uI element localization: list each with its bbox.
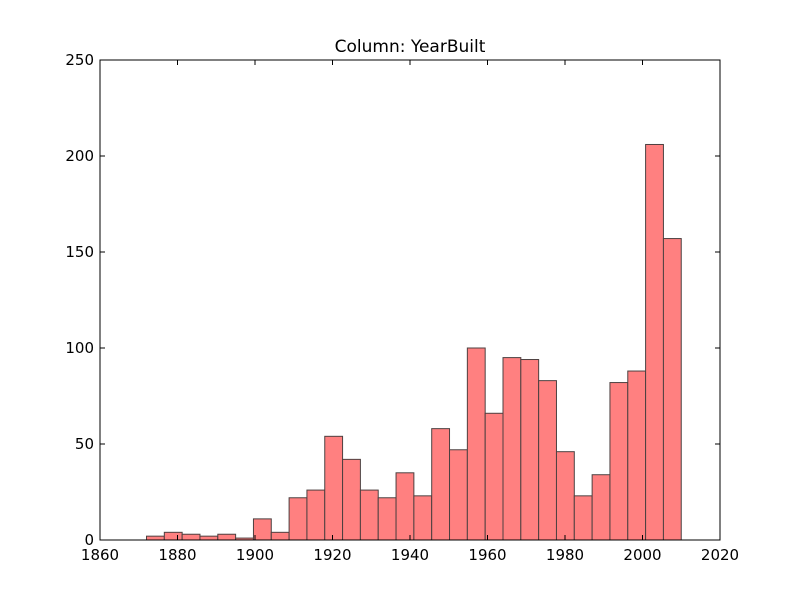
histogram-bar: 94 [520,359,540,541]
histogram-bar: 58 [431,428,451,541]
histogram-bar: 11 [252,518,272,541]
histogram-bar: 26 [359,489,379,541]
plot-frame [99,59,721,541]
x-tick-label: 1960 [468,546,506,564]
histogram-bar: 4 [270,531,290,541]
chart-title: Column: YearBuilt [335,37,486,57]
bars-layer: 2432311142226544226223523584710066959483… [146,143,682,541]
histogram-bar: 23 [413,495,433,541]
histogram-bar: 4 [163,531,183,541]
x-tick-label: 1860 [81,546,119,564]
tick-labels-layer: 1860 1880 1900 1920 1940 1960 1980 2000 20200501… [65,51,739,564]
ticks-layer [99,59,721,541]
y-tick-label: 100 [65,339,94,357]
histogram-bar: 157 [662,238,682,541]
x-tick-label: 1880 [158,546,196,564]
histogram-bar: 206 [645,143,664,541]
x-tick-label: 2000 [623,546,661,564]
histogram-bar: 42 [342,458,361,541]
x-tick-label: 1940 [391,546,429,564]
x-tick-label: 2020 [701,546,739,564]
histogram-bar: 34 [591,474,611,541]
y-tick-label: 0 [84,531,94,549]
histogram-bar: 95 [502,357,522,541]
histogram-bar: 88 [627,370,647,541]
histogram-bar: 35 [395,472,415,541]
histogram-bar: 23 [573,495,593,541]
histogram-bar: 22 [288,497,308,541]
histogram-bar: 3 [217,533,237,541]
y-tick-label: 50 [75,435,94,453]
histogram-bar: 82 [609,382,629,541]
histogram-bar: 47 [449,449,468,541]
histogram-bar: 100 [466,347,486,541]
histogram-bar: 3 [181,533,201,541]
histogram-bar: 54 [324,435,344,541]
x-tick-label: 1900 [236,546,274,564]
x-tick-label: 1920 [313,546,351,564]
x-tick-label: 1980 [546,546,584,564]
y-tick-label: 250 [65,51,94,69]
histogram-bar: 83 [538,380,557,541]
histogram-bar: 66 [484,412,504,541]
y-tick-label: 150 [65,243,94,261]
histogram-bar: 46 [555,451,575,541]
histogram-bar: 22 [377,497,397,541]
histogram-bar: 26 [306,489,326,541]
histogram-bar: 2 [146,535,165,541]
y-tick-label: 200 [65,147,94,165]
histogram-bar: 2 [199,535,219,541]
